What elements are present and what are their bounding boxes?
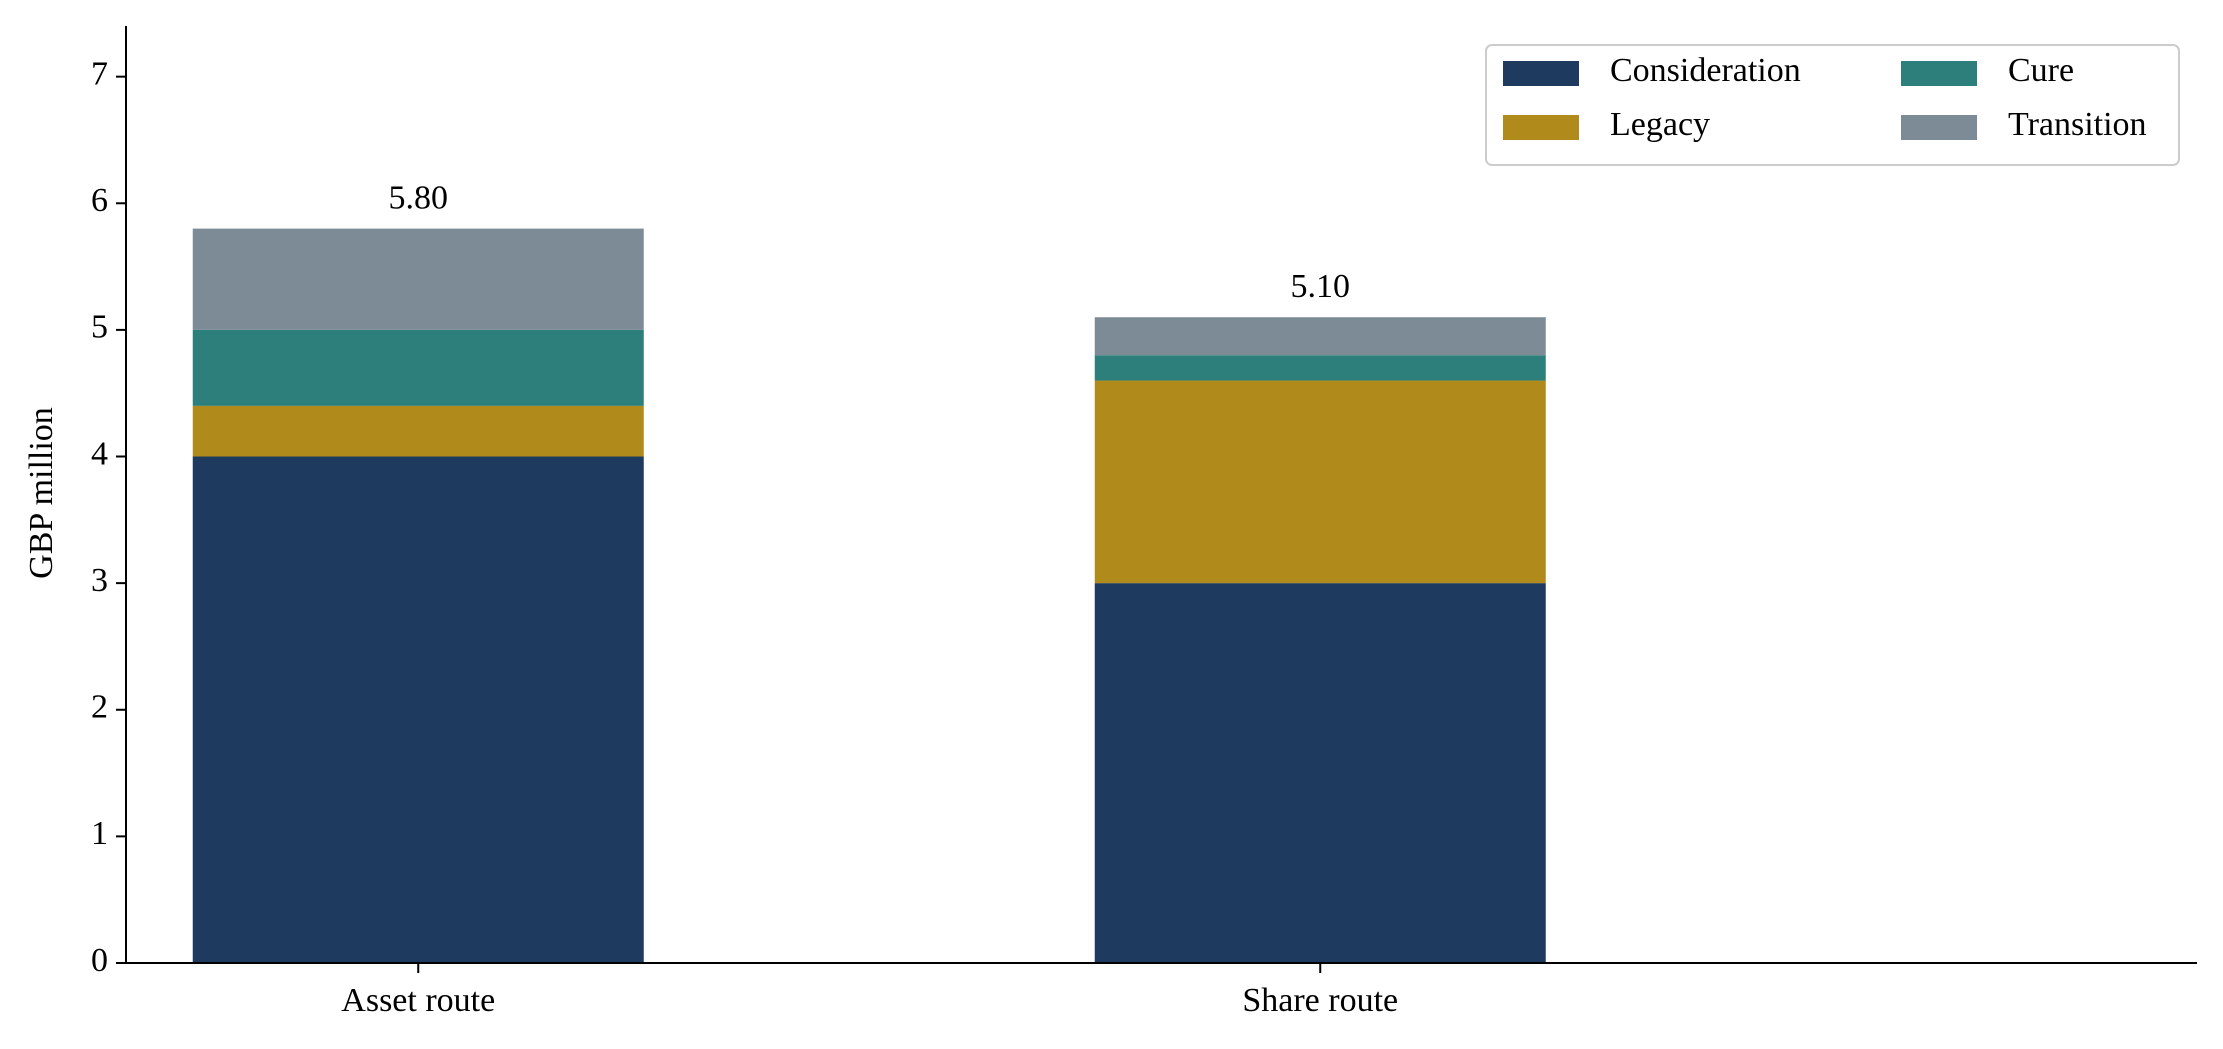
bar-segment: [192, 405, 644, 457]
y-tick-label: 4: [91, 435, 108, 472]
legend-swatch: [1503, 115, 1579, 140]
y-tick-label: 5: [91, 309, 108, 346]
bar-segment: [192, 456, 644, 963]
y-tick-label: 1: [91, 815, 108, 852]
bar-segment: [192, 228, 644, 330]
legend-swatch: [1901, 61, 1977, 86]
y-tick-label: 0: [91, 942, 108, 979]
legend-box: [1485, 44, 2180, 166]
bar-segment: [192, 329, 644, 406]
total-label: 5.80: [388, 179, 448, 216]
y-tick-label: 2: [91, 689, 108, 726]
y-axis-label: GBP million: [23, 407, 60, 579]
bar-segment: [1094, 583, 1546, 963]
y-tick-label: 7: [91, 55, 108, 92]
bar-segment: [1094, 317, 1546, 356]
legend-label: Legacy: [1610, 106, 1710, 143]
bar-segment: [1094, 380, 1546, 584]
legend-label: Transition: [2008, 106, 2147, 143]
legend-label: Consideration: [1610, 52, 1801, 89]
legend-swatch: [1503, 61, 1579, 86]
y-tick-label: 3: [91, 562, 108, 599]
legend-label: Cure: [2008, 52, 2074, 89]
x-tick-label: Asset route: [341, 982, 495, 1019]
total-label: 5.10: [1291, 268, 1351, 305]
legend-swatch: [1901, 115, 1977, 140]
x-tick-label: Share route: [1242, 982, 1398, 1019]
y-tick-label: 6: [91, 182, 108, 219]
bar-segment: [1094, 355, 1546, 381]
